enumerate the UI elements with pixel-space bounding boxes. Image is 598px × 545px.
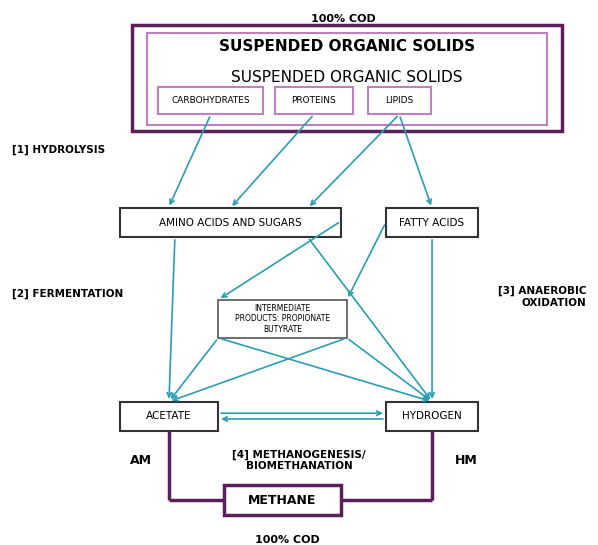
FancyBboxPatch shape [368, 87, 431, 114]
Text: HYDROGEN: HYDROGEN [402, 411, 462, 421]
FancyBboxPatch shape [120, 208, 341, 237]
Text: HM: HM [455, 454, 478, 467]
Text: AM: AM [130, 454, 151, 467]
Text: METHANE: METHANE [248, 494, 317, 506]
FancyBboxPatch shape [386, 208, 478, 237]
FancyBboxPatch shape [386, 402, 478, 431]
Text: INTERMEDIATE
PRODUCTS: PROPIONATE
BUTYRATE: INTERMEDIATE PRODUCTS: PROPIONATE BUTYRA… [235, 304, 330, 334]
Text: LIPIDS: LIPIDS [385, 96, 413, 105]
Text: ACETATE: ACETATE [146, 411, 192, 421]
FancyBboxPatch shape [218, 300, 347, 338]
Text: AMINO ACIDS AND SUGARS: AMINO ACIDS AND SUGARS [159, 217, 301, 228]
FancyBboxPatch shape [120, 402, 218, 431]
Text: FATTY ACIDS: FATTY ACIDS [399, 217, 465, 228]
FancyBboxPatch shape [224, 485, 341, 515]
FancyBboxPatch shape [132, 25, 562, 131]
Text: [1] HYDROLYSIS: [1] HYDROLYSIS [12, 145, 105, 155]
Text: 100% COD: 100% COD [312, 14, 376, 24]
Text: CARBOHYDRATES: CARBOHYDRATES [172, 96, 250, 105]
FancyBboxPatch shape [158, 87, 263, 114]
Text: [2] FERMENTATION: [2] FERMENTATION [12, 289, 123, 299]
Text: 100% COD: 100% COD [255, 535, 319, 544]
Text: [3] ANAEROBIC
OXIDATION: [3] ANAEROBIC OXIDATION [498, 286, 586, 308]
Text: SUSPENDED ORGANIC SOLIDS: SUSPENDED ORGANIC SOLIDS [219, 39, 475, 54]
Text: PROTEINS: PROTEINS [292, 96, 336, 105]
FancyBboxPatch shape [275, 87, 353, 114]
Text: [4] METHANOGENESIS/
BIOMETHANATION: [4] METHANOGENESIS/ BIOMETHANATION [232, 450, 366, 471]
Text: SUSPENDED ORGANIC SOLIDS: SUSPENDED ORGANIC SOLIDS [231, 70, 463, 85]
